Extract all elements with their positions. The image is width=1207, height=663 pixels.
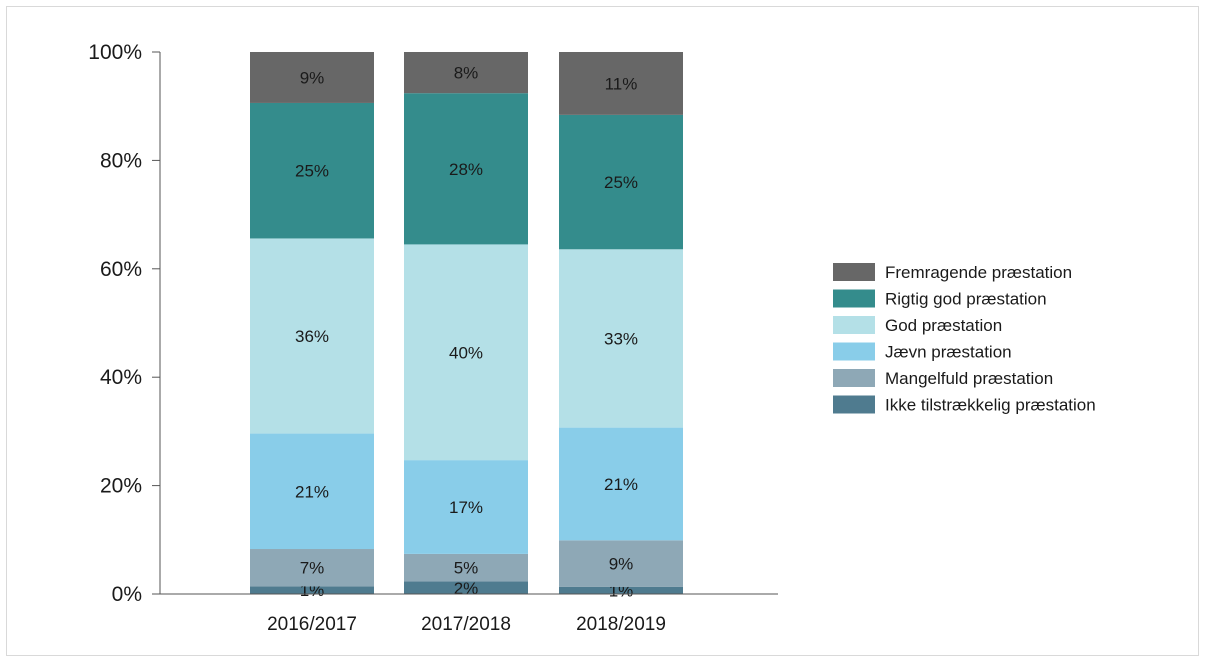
- legend-swatch: [833, 395, 875, 414]
- y-tick-label: 100%: [88, 41, 142, 64]
- data-label: 25%: [604, 173, 638, 192]
- data-label: 36%: [295, 327, 329, 346]
- legend-swatch: [833, 263, 875, 281]
- data-label: 9%: [300, 68, 325, 87]
- bar-segment: [404, 52, 528, 94]
- bar-segment: [559, 427, 683, 541]
- data-label: 17%: [449, 498, 483, 517]
- data-label: 40%: [449, 343, 483, 362]
- bar-segment: [250, 52, 374, 103]
- y-tick-label: 60%: [100, 258, 142, 281]
- y-tick-label: 80%: [100, 149, 142, 172]
- bar-segment: [559, 52, 683, 115]
- legend-label: Mangelfuld præstation: [885, 369, 1053, 388]
- data-label: 9%: [609, 555, 634, 574]
- data-label: 2%: [454, 579, 479, 598]
- bar-segment: [559, 540, 683, 587]
- y-tick-label: 0%: [112, 583, 142, 606]
- bar-segment: [404, 553, 528, 582]
- data-label: 5%: [454, 559, 479, 578]
- x-category-label: 2017/2018: [421, 614, 511, 635]
- bar-segment: [250, 586, 374, 594]
- x-category-label: 2018/2019: [576, 614, 666, 635]
- bar-segment: [559, 586, 683, 594]
- bars: 1%7%21%36%25%9%2%5%17%40%28%8%1%9%21%33%…: [250, 52, 683, 600]
- legend-label: Rigtig god præstation: [885, 290, 1047, 309]
- data-label: 7%: [300, 559, 325, 578]
- legend-swatch: [833, 289, 875, 308]
- legend-swatch: [833, 342, 875, 361]
- data-label: 33%: [604, 329, 638, 348]
- bar-segment: [250, 102, 374, 239]
- legend-label: Jævn præstation: [885, 343, 1012, 362]
- y-tick-label: 40%: [100, 366, 142, 389]
- legend-swatch: [833, 316, 875, 334]
- bar-segment: [559, 249, 683, 428]
- y-axis: 0% 20% 40% 60% 80% 100%: [88, 41, 161, 606]
- data-label: 25%: [295, 162, 329, 181]
- data-label: 8%: [454, 64, 479, 83]
- legend: Fremragende præstation Rigtig god præstat…: [833, 263, 1096, 415]
- data-label: 28%: [449, 160, 483, 179]
- x-category-label: 2016/2017: [267, 614, 357, 635]
- x-axis: 2016/2017 2017/2018 2018/2019: [152, 593, 778, 635]
- bar-segment: [404, 460, 528, 554]
- data-label: 21%: [295, 482, 329, 501]
- bar-segment: [404, 581, 528, 594]
- bar-segment: [559, 114, 683, 250]
- legend-label: Fremragende præstation: [885, 263, 1072, 282]
- legend-label: God præstation: [885, 316, 1002, 335]
- bar-segment: [250, 433, 374, 550]
- bar-segment: [404, 244, 528, 461]
- data-label: 11%: [605, 74, 638, 93]
- legend-label: Ikke tilstrækkelig præstation: [885, 396, 1096, 415]
- data-label: 21%: [604, 475, 638, 494]
- bar-segment: [250, 549, 374, 587]
- bar-segment: [404, 93, 528, 245]
- legend-swatch: [833, 369, 875, 387]
- y-tick-label: 20%: [100, 475, 142, 498]
- bar-segment: [250, 238, 374, 434]
